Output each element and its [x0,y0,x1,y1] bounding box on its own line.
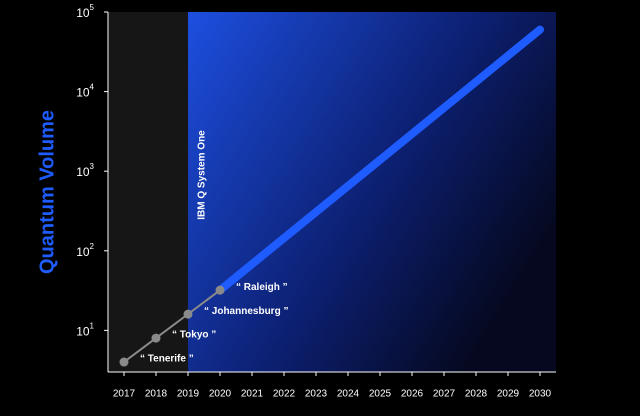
x-tick-label: 2019 [177,389,200,400]
history-line [123,289,221,363]
x-tick-label: 2018 [145,389,168,400]
data-point [119,357,129,367]
y-tick-base: 10 [76,86,90,100]
x-tick-label: 2020 [209,389,232,400]
x-tick-label: 2028 [465,389,488,400]
projection-line [216,25,544,295]
x-tick-label: 2023 [305,389,328,400]
highlight-label: IBM Q System One [197,130,208,220]
x-tick-label: 2021 [241,389,264,400]
y-tick-exponent: 4 [90,83,95,92]
y-tick-exponent: 5 [90,3,95,12]
y-axis-label: Quantum Volume [36,110,58,274]
x-tick-label: 2027 [433,389,456,400]
y-tick-label: 101 [76,321,94,338]
y-tick-base: 10 [76,325,90,339]
y-tick-label: 104 [76,83,94,100]
point-label: “ Johannesburg ” [204,306,288,317]
data-point [215,285,225,295]
x-tick-label: 2026 [401,389,424,400]
y-tick-exponent: 2 [90,242,95,251]
y-tick-base: 10 [76,245,90,259]
point-label: “ Tenerife ” [140,354,194,365]
x-tick-label: 2029 [497,389,520,400]
data-point [183,309,193,319]
y-tick-label: 102 [76,242,94,259]
x-tick-label: 2024 [337,389,360,400]
highlight-region [188,12,556,372]
y-tick-exponent: 1 [90,321,95,330]
x-tick-label: 2025 [369,389,392,400]
point-label: “ Tokyo ” [172,330,216,341]
y-tick-exponent: 3 [90,162,95,171]
y-tick-base: 10 [76,165,90,179]
data-point [151,333,161,343]
x-tick-label: 2022 [273,389,296,400]
point-label: “ Raleigh ” [236,282,288,293]
x-tick-label: 2030 [529,389,552,400]
y-tick-label: 105 [76,3,94,20]
y-tick-base: 10 [76,6,90,20]
y-tick-label: 103 [76,162,94,179]
x-tick-label: 2017 [113,389,136,400]
